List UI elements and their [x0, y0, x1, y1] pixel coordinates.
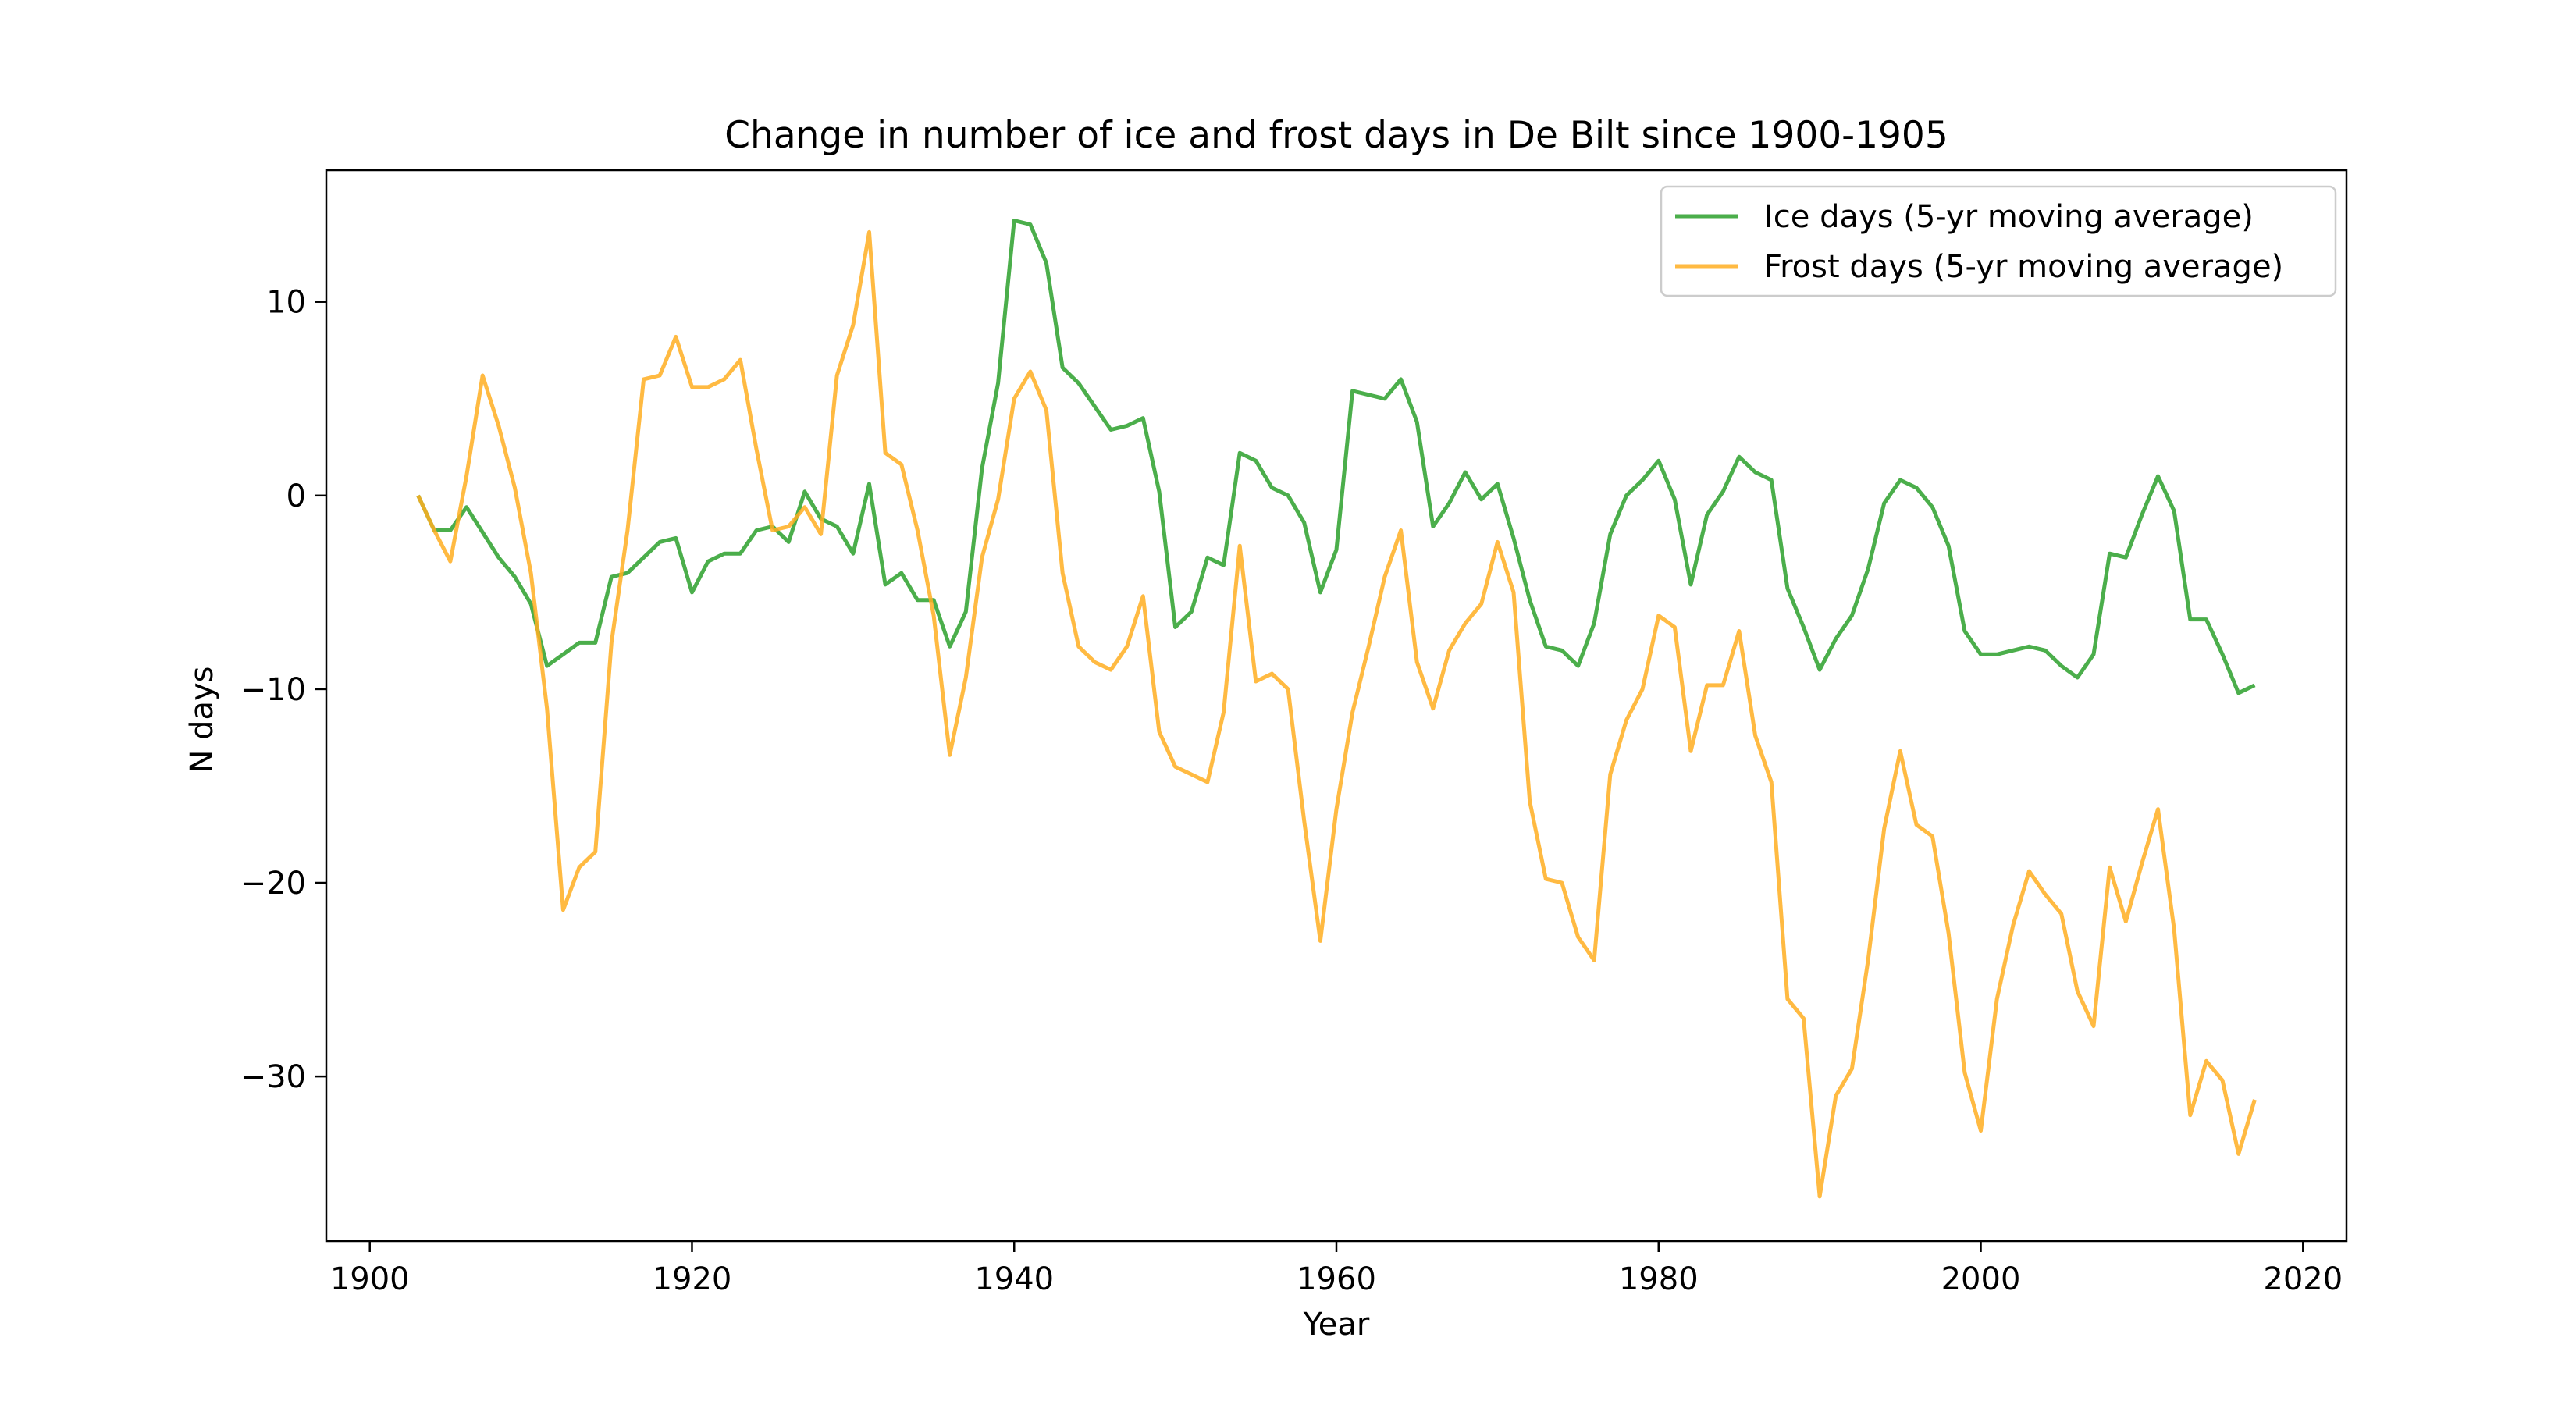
x-tick-label: 1920 — [653, 1261, 732, 1297]
legend: Ice days (5-yr moving average) Frost days… — [1660, 185, 2337, 297]
x-tick-label: 1980 — [1619, 1261, 1699, 1297]
x-axis: 1900 1920 1940 1960 1980 2000 2020 — [330, 1241, 2343, 1297]
y-tick-label: −30 — [240, 1059, 306, 1095]
series-line-ice-days — [416, 219, 2256, 695]
y-tick-label: 0 — [286, 478, 306, 514]
y-tick-label: −20 — [240, 866, 306, 902]
y-tick-label: −10 — [240, 672, 306, 708]
x-tick-label: 1960 — [1297, 1261, 1376, 1297]
x-tick-label: 2020 — [2263, 1261, 2343, 1297]
plot-area — [416, 219, 2257, 1199]
x-axis-label: Year — [1303, 1307, 1370, 1343]
plot-frame — [325, 169, 2348, 1243]
legend-box — [1660, 185, 2337, 297]
x-tick-label: 2000 — [1941, 1261, 2021, 1297]
legend-label: Ice days (5-yr moving average) — [1764, 199, 2254, 235]
legend-label: Frost days (5-yr moving average) — [1764, 249, 2283, 285]
y-axis: 10 0 −10 −20 −30 — [240, 285, 326, 1095]
chart-title: Change in number of ice and frost days i… — [724, 114, 1948, 157]
x-tick-label: 1940 — [974, 1261, 1054, 1297]
x-tick-label: 1900 — [330, 1261, 410, 1297]
y-axis-label: N days — [184, 666, 220, 773]
y-tick-label: 10 — [266, 285, 306, 321]
series-line-frost-days — [416, 229, 2257, 1199]
